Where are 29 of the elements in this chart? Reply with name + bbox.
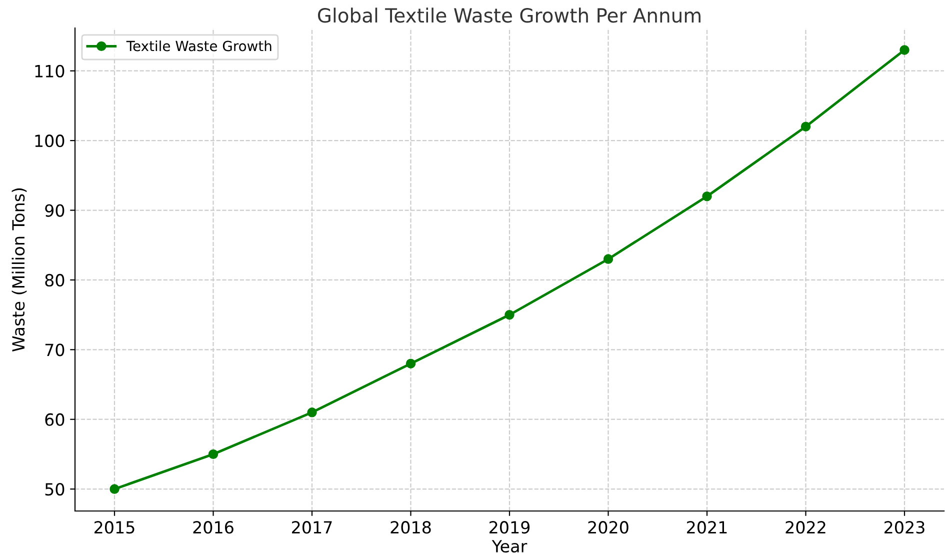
x-tick-label: 2016 [193,521,234,534]
point [406,358,416,368]
point [504,310,514,320]
y-tick-label: 50 [45,483,64,496]
x-tick-label: 2018 [390,521,431,534]
x-axis-title: Year [492,540,528,553]
y-tick-label: 90 [45,204,64,217]
x-tick-label: 2015 [94,521,134,534]
chart-title: Global Textile Waste Growth Per Annum [318,8,700,23]
y-axis-title: Waste (Million Tons) [12,188,27,352]
point [208,449,218,460]
point [900,45,910,55]
x-tick-label: 2017 [292,521,332,534]
x-tick-label: 2019 [490,521,530,534]
x-tick-label: 2022 [786,521,826,534]
point [603,254,614,264]
point [307,408,317,418]
y-tick-label: 110 [35,64,64,78]
x-tick-label: 2023 [884,521,924,534]
point [702,191,712,202]
y-tick-label: 60 [45,413,64,426]
y-tick-label: 70 [45,344,64,356]
y-tick-label: 80 [45,274,64,287]
y-tick-label: 100 [35,134,64,148]
x-tick-label: 2021 [687,521,727,534]
point [110,484,120,494]
point [800,122,811,132]
x-tick-label: 2020 [588,521,628,534]
legend-label: Textile Waste Growth [126,40,272,52]
